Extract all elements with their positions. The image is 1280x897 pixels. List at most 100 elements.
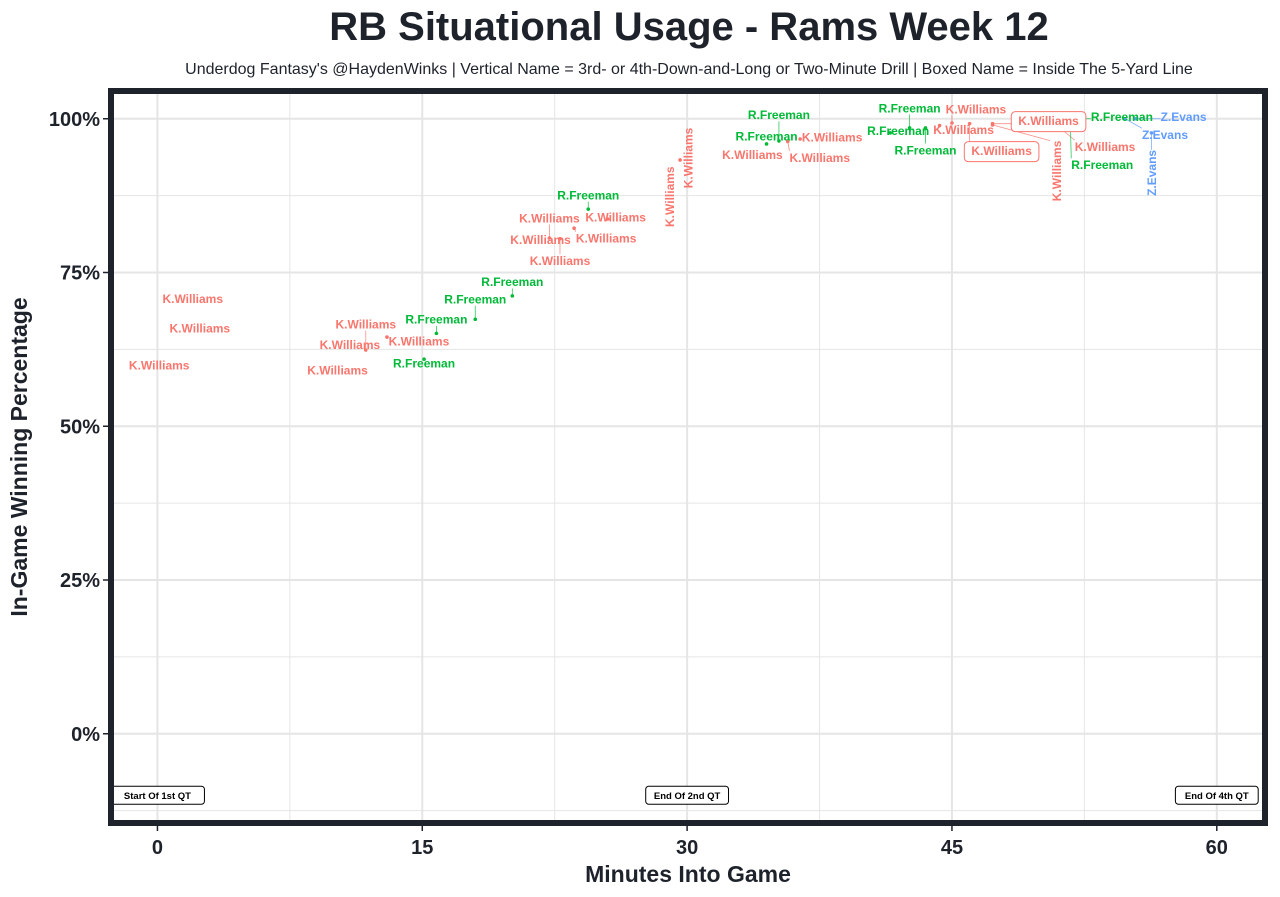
point-label: K.Williams (1018, 114, 1079, 128)
point-label-group: K.Williams (1010, 111, 1087, 133)
point-label-group: R.Freeman (736, 129, 798, 143)
data-point (605, 217, 610, 221)
annotation-label: End Of 4th QT (1185, 791, 1249, 802)
y-axis-label: In-Game Winning Percentage (6, 297, 32, 616)
point-label: K.Williams (681, 127, 695, 188)
data-point (547, 236, 552, 240)
point-label-group: K.Williams (335, 317, 396, 331)
point-label-box (963, 141, 1040, 163)
point-label-group: K.Williams (320, 338, 381, 352)
x-tick-label: 60 (1206, 837, 1228, 859)
point-label-group: R.Freeman (1071, 158, 1133, 172)
data-point (907, 126, 912, 130)
x-tick-label: 30 (676, 837, 698, 859)
annotation-label: End Of 2nd QT (654, 791, 721, 802)
point-label: K.Williams (335, 317, 396, 331)
point-label: K.Williams (663, 166, 677, 227)
point-label: K.Williams (530, 254, 591, 268)
point-label: K.Williams (722, 148, 783, 162)
point-label-group: K.Williams (129, 359, 190, 373)
point-label-group: K.Williams (722, 148, 783, 162)
x-tick-label: 45 (941, 837, 963, 859)
data-point (937, 123, 942, 128)
point-label-group: Z.Evans (1145, 150, 1159, 196)
point-label: K.Williams (170, 322, 231, 336)
data-point (558, 236, 562, 241)
point-label: R.Freeman (879, 101, 941, 115)
point-label-group: K.Williams (802, 130, 863, 144)
point-label: R.Freeman (736, 129, 798, 143)
point-label: K.Williams (946, 102, 1007, 116)
point-label-group: K.Williams (681, 127, 695, 188)
axis-ticks: 0 15 30 45 60 0% 25% 50% 75% 100% (49, 109, 1228, 859)
data-point (777, 139, 781, 143)
leader-line (992, 124, 1051, 141)
data-point (1149, 131, 1154, 135)
x-tick-label: 15 (411, 837, 433, 859)
point-label: R.Freeman (1091, 110, 1153, 124)
data-point (434, 331, 439, 336)
point-label-group: K.Williams (389, 334, 450, 348)
point-label-group: K.Williams (170, 322, 231, 336)
point-label-group: R.Freeman (1091, 110, 1153, 124)
point-label-group: K.Williams (530, 254, 591, 268)
point-label-group: K.Williams (663, 166, 677, 227)
point-label: K.Williams (510, 233, 571, 247)
y-tick-label: 50% (60, 416, 100, 438)
point-label: K.Williams (1075, 140, 1136, 154)
point-label: K.Williams (802, 130, 863, 144)
point-label-group: K.Williams (963, 141, 1040, 163)
data-point (888, 131, 892, 135)
point-label-box (1010, 111, 1087, 133)
point-label: R.Freeman (405, 313, 467, 327)
data-point (422, 357, 426, 362)
point-label: K.Williams (933, 123, 994, 137)
data-point (385, 335, 389, 339)
point-label-group: R.Freeman (894, 143, 956, 157)
data-point (967, 121, 972, 126)
point-label: R.Freeman (894, 143, 956, 157)
point-label: Z.Evans (1145, 150, 1159, 196)
point-label-group: R.Freeman (405, 313, 467, 327)
data-point (764, 142, 769, 146)
point-label-group: K.Williams (162, 292, 223, 306)
point-label: K.Williams (162, 292, 223, 306)
chart-subtitle: Underdog Fantasy's @HaydenWinks | Vertic… (185, 61, 1193, 78)
data-point (923, 126, 928, 130)
y-tick-label: 100% (49, 109, 100, 131)
data-point (678, 158, 682, 162)
point-label: R.Freeman (1071, 158, 1133, 172)
point-label-group: K.Williams (519, 211, 580, 225)
point-label: R.Freeman (867, 124, 929, 138)
point-label: R.Freeman (557, 188, 619, 202)
gridlines (108, 88, 1268, 826)
data-point (785, 139, 790, 144)
point-label-group: K.Williams (585, 210, 646, 224)
data-point (473, 317, 478, 322)
data-point (586, 207, 591, 211)
point-label-group: R.Freeman (393, 357, 455, 371)
leader-line (1124, 118, 1143, 129)
point-label: R.Freeman (748, 108, 810, 122)
point-label-group: K.Williams (789, 151, 850, 165)
point-label-group: R.Freeman (879, 101, 941, 115)
point-label-group: R.Freeman (748, 108, 810, 122)
point-label: K.Williams (789, 151, 850, 165)
point-label-group: R.Freeman (481, 275, 543, 289)
point-label-group: K.Williams (946, 102, 1007, 116)
y-tick-label: 0% (71, 724, 100, 746)
point-label: K.Williams (1050, 140, 1064, 201)
data-point (510, 294, 515, 298)
point-label: K.Williams (576, 232, 637, 246)
point-label-group: Z.Evans (1161, 110, 1207, 124)
annotation-label: Start Of 1st QT (124, 791, 191, 802)
point-label-group: K.Williams (933, 123, 994, 137)
data-point (798, 137, 802, 141)
annotation-box (645, 785, 730, 805)
y-tick-label: 25% (60, 570, 100, 592)
point-label: Z.Evans (1161, 110, 1207, 124)
point-label: R.Freeman (393, 357, 455, 371)
point-label-group: R.Freeman (867, 124, 929, 138)
point-label-group: K.Williams (1050, 140, 1064, 201)
